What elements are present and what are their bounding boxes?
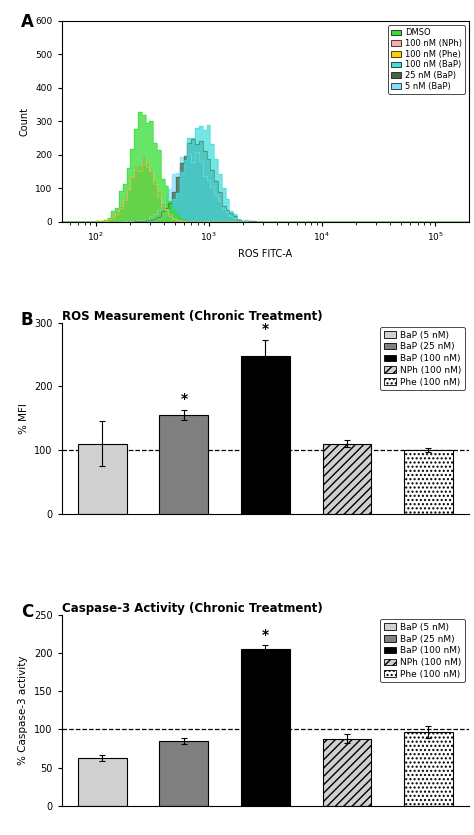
Bar [241,649,290,806]
X-axis label: ROS FITC-A: ROS FITC-A [238,249,292,259]
Text: C: C [21,603,33,621]
Y-axis label: Count: Count [20,107,30,136]
Bar [404,450,453,514]
Text: B: B [21,311,34,329]
Text: A: A [21,13,34,31]
Legend: BaP (5 nM), BaP (25 nM), BaP (100 nM), NPh (100 nM), Phe (100 nM): BaP (5 nM), BaP (25 nM), BaP (100 nM), N… [380,327,465,390]
Bar [322,443,372,514]
Bar [159,415,209,514]
Bar [78,757,127,806]
Legend: DMSO, 100 nM (NPh), 100 nM (Phe), 100 nM (BaP), 25 nM (BaP), 5 nM (BaP): DMSO, 100 nM (NPh), 100 nM (Phe), 100 nM… [388,25,465,94]
Y-axis label: % MFI: % MFI [18,402,28,433]
Text: ROS Measurement (Chronic Treatment): ROS Measurement (Chronic Treatment) [62,310,322,322]
Legend: BaP (5 nM), BaP (25 nM), BaP (100 nM), NPh (100 nM), Phe (100 nM): BaP (5 nM), BaP (25 nM), BaP (100 nM), N… [380,620,465,682]
Bar [159,741,209,806]
Text: *: * [262,628,269,642]
Bar [322,738,372,806]
Bar [241,356,290,514]
Text: Caspase-3 Activity (Chronic Treatment): Caspase-3 Activity (Chronic Treatment) [62,602,322,615]
Text: *: * [262,322,269,336]
Bar [404,731,453,806]
Text: *: * [180,392,188,406]
Bar [78,443,127,514]
Y-axis label: % Caspase-3 activity: % Caspase-3 activity [18,655,28,765]
